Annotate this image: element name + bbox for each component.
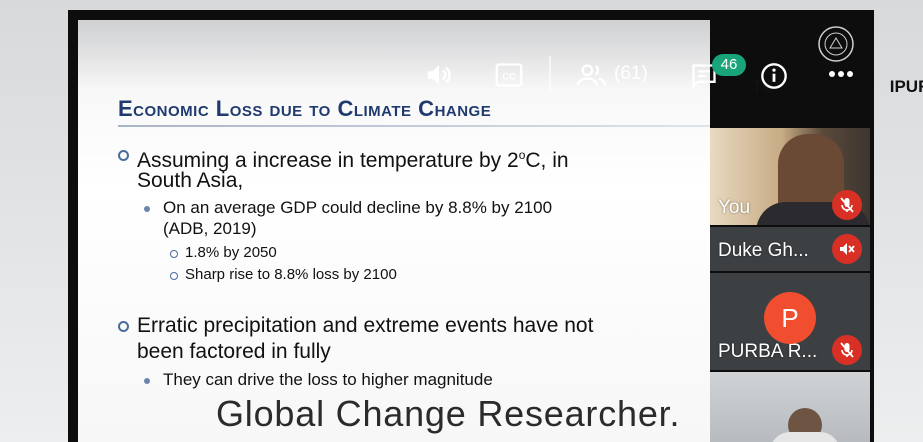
bullet-3a-text: 1.8% by 2050 [185, 244, 277, 261]
people-icon[interactable] [576, 62, 608, 88]
bullet-marker [118, 150, 129, 161]
bullet-4-text: Erratic precipitation and extreme events… [137, 314, 594, 337]
svg-text:CC: CC [502, 72, 516, 82]
bullet-marker [144, 378, 150, 384]
participant-name: Duke Gh... [718, 240, 809, 261]
bullet-marker [144, 206, 150, 212]
org-label: TEIPUR [752, 77, 923, 96]
mic-off-icon [832, 234, 862, 264]
participant-tile-duke[interactable]: Duke Gh... [710, 227, 870, 271]
info-icon[interactable] [760, 62, 788, 90]
chat-icon[interactable] [690, 62, 718, 90]
bullet-1-text-end: C, in [525, 149, 569, 172]
bullet-3a: 1.8% by 2050 [170, 244, 277, 262]
bullet-2: On an average GDP could decline by 8.8% … [144, 198, 552, 218]
bullet-5-text: They can drive the loss to higher magnit… [163, 370, 493, 389]
title-rule [118, 125, 710, 127]
participant-name: You [718, 197, 751, 218]
bullet-2-text: On an average GDP could decline by 8.8% … [163, 198, 553, 217]
presentation-slide [78, 20, 710, 442]
bullet-marker [170, 250, 178, 258]
avatar: P [764, 292, 816, 344]
bullet-4-cont: been factored in fully [118, 340, 331, 364]
bullet-marker [170, 272, 178, 280]
mic-off-icon [832, 190, 862, 220]
participant-name: PURBA R... [718, 341, 818, 362]
bullet-3b-text: Sharp rise to 8.8% loss by 2100 [185, 266, 397, 283]
slide-top-shade [78, 20, 710, 90]
people-count: (61) [614, 63, 648, 84]
degree-sup: o [518, 148, 526, 162]
participant-video [770, 432, 840, 442]
bullet-2-line-2: (ADB, 2019) [163, 219, 257, 238]
volume-icon[interactable] [424, 60, 454, 90]
bullet-3b: Sharp rise to 8.8% loss by 2100 [170, 266, 397, 284]
bullet-2-cont: (ADB, 2019) [144, 219, 257, 239]
captions-icon[interactable]: CC [495, 62, 523, 88]
chat-badge: 46 [712, 54, 746, 76]
bullet-1: Assuming a increase in temperature by 2o… [118, 143, 569, 173]
bullet-4: Erratic precipitation and extreme events… [118, 314, 593, 338]
participant-tile-you[interactable]: You [710, 128, 870, 225]
mic-off-icon [832, 335, 862, 365]
more-options-icon[interactable] [828, 70, 854, 78]
divider [549, 56, 551, 92]
live-caption: Global Change Researcher. [216, 393, 681, 434]
slide-title: Economic Loss due to Climate Change [118, 96, 492, 121]
bullet-4-line-2: been factored in fully [137, 340, 331, 363]
bullet-1-cont: South Asia, [118, 169, 243, 193]
bullet-5: They can drive the loss to higher magnit… [144, 370, 493, 390]
bullet-1-line-2: South Asia, [137, 169, 244, 192]
bullet-marker [118, 321, 129, 332]
institute-seal [808, 22, 864, 66]
bullet-1-text: Assuming a increase in temperature by 2 [137, 149, 519, 172]
participant-tile-4[interactable] [710, 372, 870, 442]
